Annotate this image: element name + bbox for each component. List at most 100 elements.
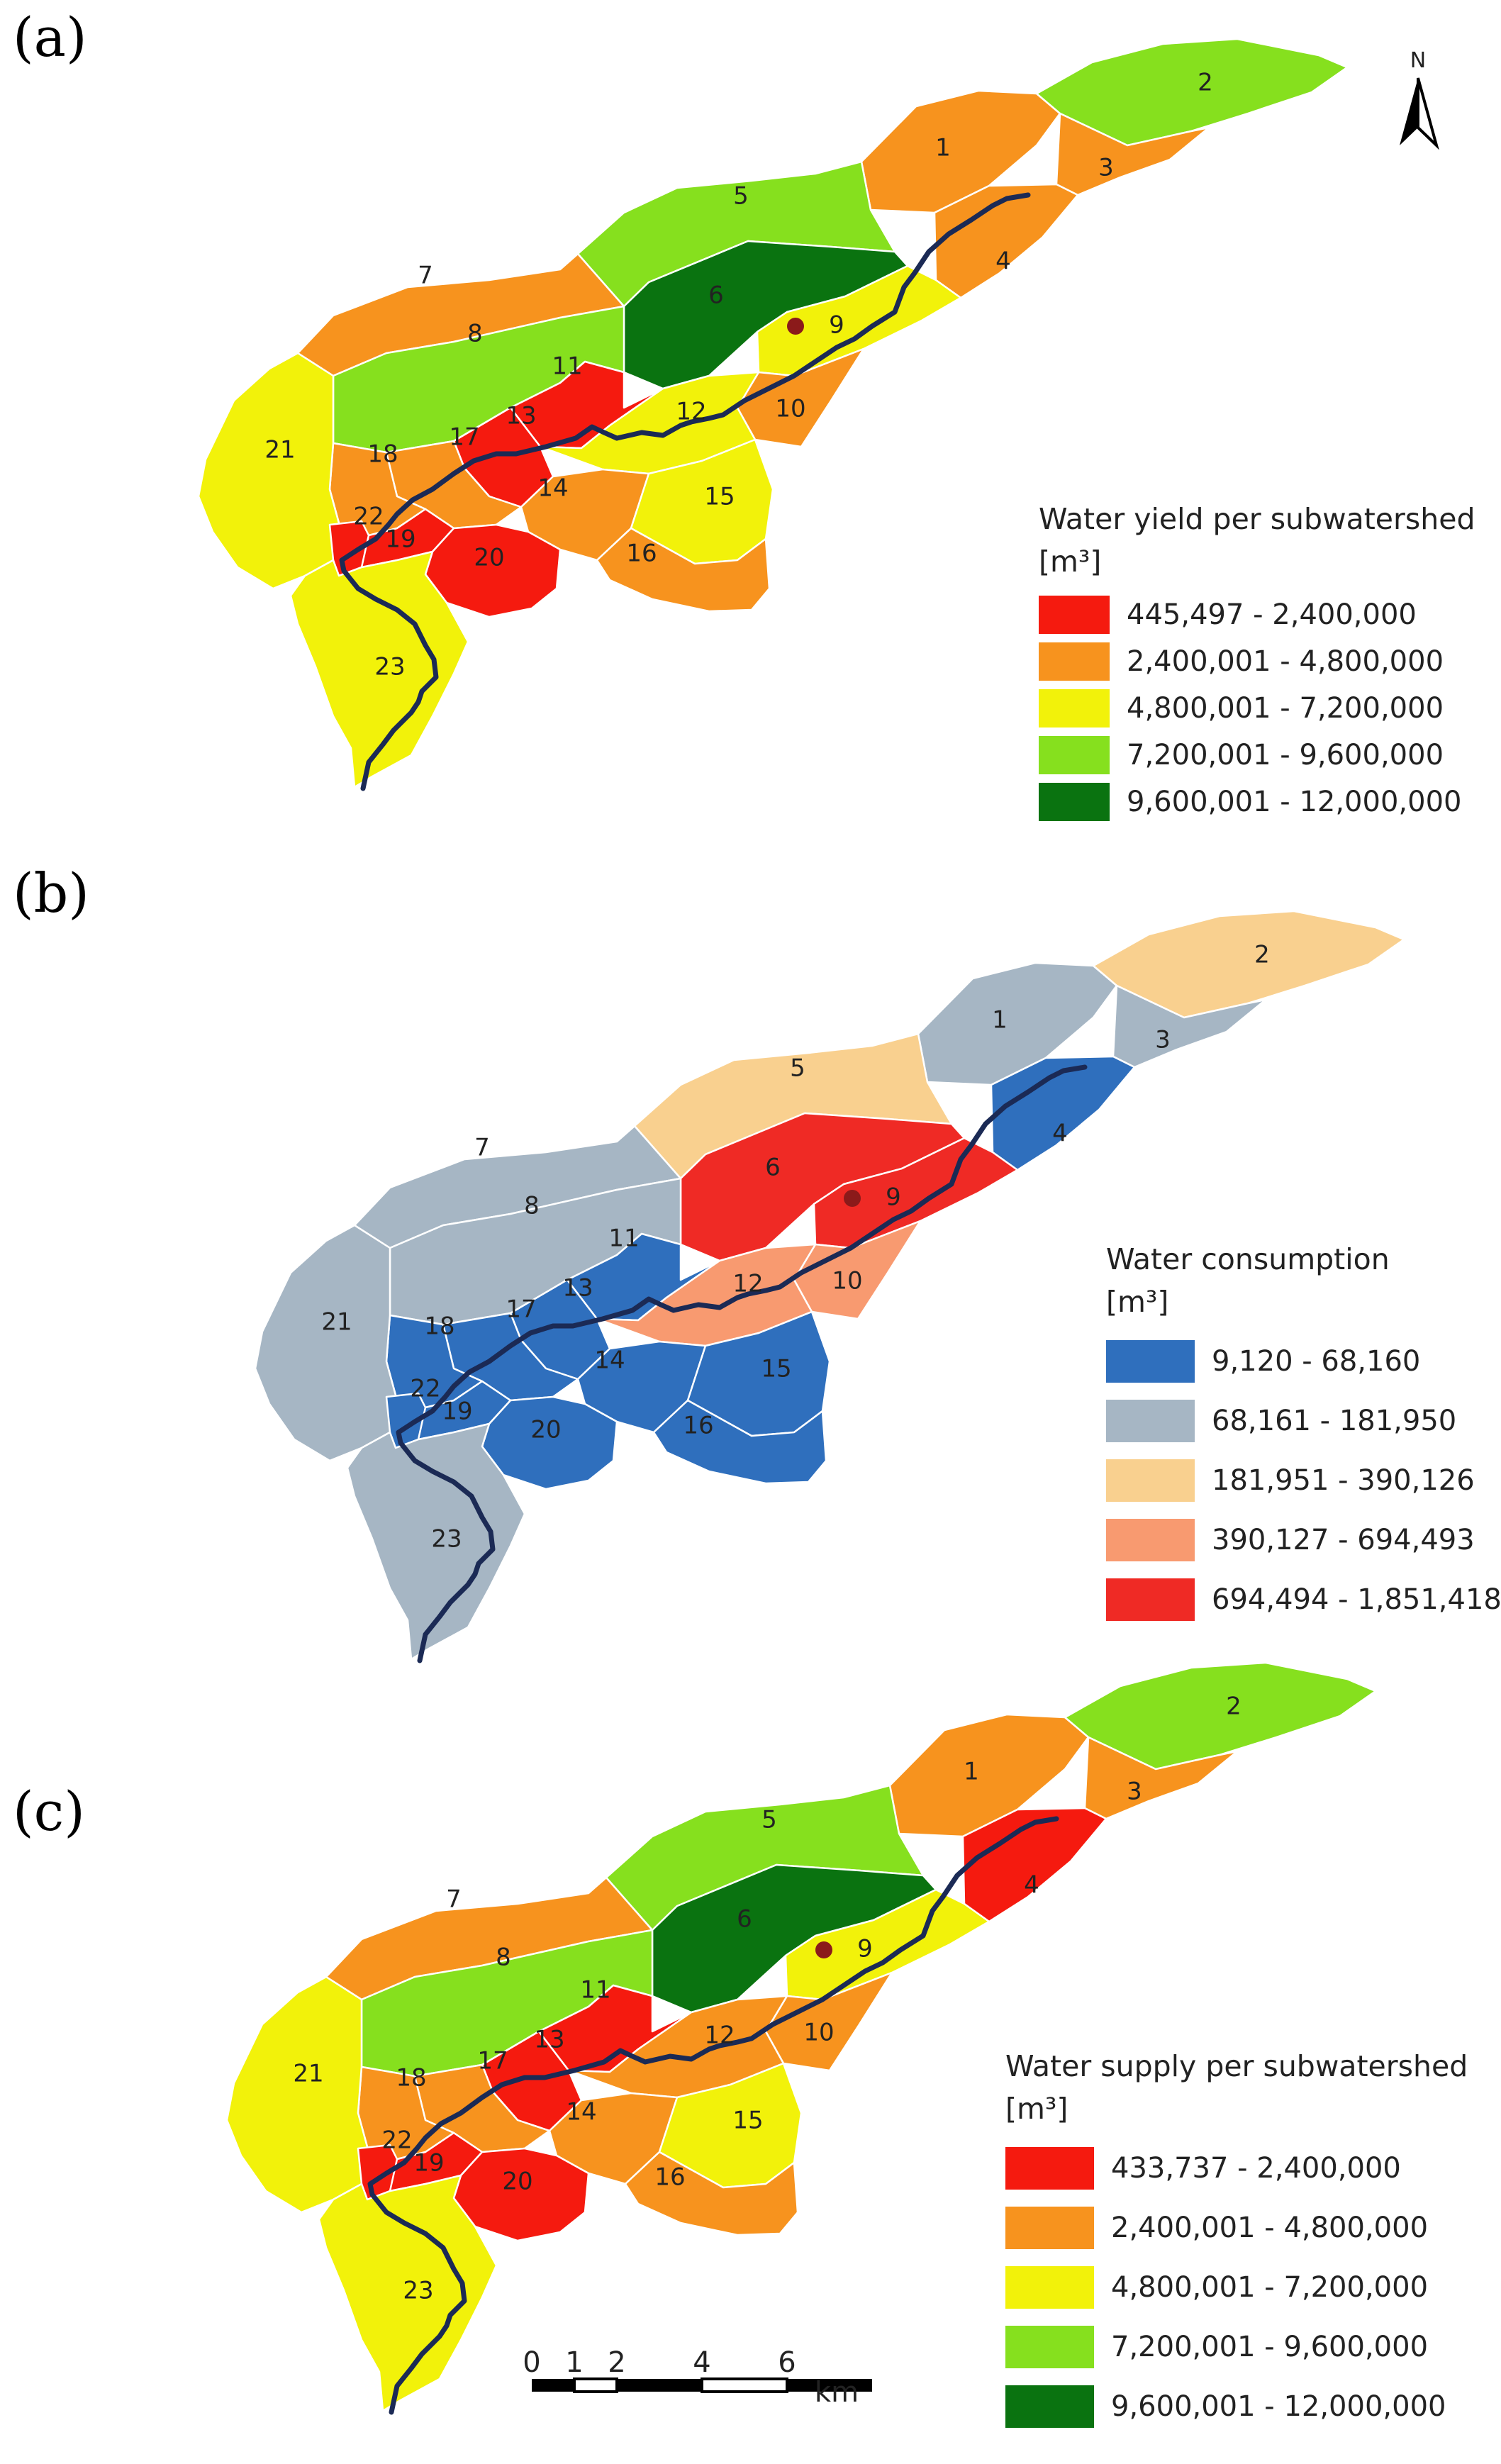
legend-range: 2,400,001 - 4,800,000 (1127, 645, 1444, 678)
legend-item: 9,600,001 - 12,000,000 (1039, 779, 1475, 825)
scale-tick-0: 0 (523, 2346, 540, 2379)
subwatershed-label-13: 13 (506, 402, 536, 430)
subwatershed-1 (888, 1713, 1090, 1838)
legend-swatch (1039, 783, 1110, 821)
subwatershed-label-16: 16 (683, 1412, 713, 1440)
subwatershed-label-16: 16 (626, 540, 657, 568)
scale-bar: 0 1 2 4 6 km (523, 2346, 872, 2409)
legend-item: 433,737 - 2,400,000 (1005, 2139, 1468, 2198)
legend-unit: [m³] (1005, 2092, 1068, 2126)
subwatershed-label-14: 14 (566, 2098, 596, 2126)
subwatershed-label-22: 22 (381, 2126, 412, 2155)
outlet-point-icon (787, 318, 804, 335)
legend-item: 7,200,001 - 9,600,000 (1039, 732, 1475, 779)
legend-swatch (1005, 2147, 1094, 2190)
legend-swatch (1106, 1519, 1195, 1561)
scale-bar-seg-5 (787, 2379, 872, 2392)
legend-swatch (1039, 689, 1110, 728)
subwatershed-label-3: 3 (1155, 1026, 1171, 1054)
legend-range: 9,120 - 68,160 (1212, 1345, 1421, 1378)
subwatershed-label-1: 1 (964, 1758, 979, 1786)
legend-unit: [m³] (1106, 1285, 1169, 1319)
legend-item: 9,600,001 - 12,000,000 (1005, 2377, 1468, 2436)
scale-bar-seg-2 (573, 2377, 618, 2393)
legend-swatch (1005, 2385, 1094, 2428)
legend-swatch (1106, 1459, 1195, 1502)
subwatershed-label-9: 9 (829, 311, 844, 340)
legend-a: Water yield per subwatershed [m³] 445,49… (1039, 502, 1475, 825)
subwatershed-label-4: 4 (995, 247, 1011, 276)
subwatershed-23 (346, 1422, 526, 1661)
legend-item: 445,497 - 2,400,000 (1039, 591, 1475, 638)
subwatershed-16 (596, 527, 771, 613)
legend-item: 694,494 - 1,851,418 (1106, 1570, 1501, 1629)
subwatershed-label-18: 18 (396, 2064, 426, 2092)
subwatershed-label-20: 20 (502, 2168, 532, 2196)
subwatershed-label-2: 2 (1198, 69, 1213, 97)
scale-bar-seg-3 (617, 2379, 702, 2392)
legend-swatch (1106, 1400, 1195, 1442)
legend-range: 7,200,001 - 9,600,000 (1111, 2331, 1429, 2363)
subwatershed-label-8: 8 (524, 1192, 540, 1220)
subwatershed-label-6: 6 (737, 1905, 752, 1934)
subwatershed-label-23: 23 (403, 2277, 433, 2305)
subwatershed-label-8: 8 (467, 320, 483, 348)
subwatershed-1 (860, 89, 1061, 214)
subwatershed-16 (652, 1399, 827, 1485)
subwatershed-label-2: 2 (1254, 941, 1270, 969)
legend-range: 694,494 - 1,851,418 (1212, 1583, 1501, 1616)
north-arrow-left-half (1400, 78, 1418, 145)
subwatershed-label-5: 5 (761, 1806, 777, 1834)
legend-title: Water consumption (1106, 1242, 1390, 1276)
subwatershed-label-14: 14 (594, 1347, 625, 1375)
subwatershed-label-12: 12 (732, 1270, 763, 1298)
legend-swatch (1039, 596, 1110, 634)
legend-title: Water yield per subwatershed (1039, 502, 1475, 536)
subwatershed-label-23: 23 (431, 1525, 462, 1554)
subwatershed-21 (197, 352, 342, 590)
subwatershed-label-4: 4 (1052, 1120, 1068, 1148)
subwatershed-label-7: 7 (474, 1134, 490, 1162)
legend-range: 4,800,001 - 7,200,000 (1127, 692, 1444, 725)
subwatershed-21 (254, 1224, 398, 1462)
scale-bar-seg-1 (532, 2379, 574, 2392)
river-line (367, 1816, 1059, 2415)
outlet-point-icon (815, 1941, 832, 1958)
subwatershed-label-5: 5 (790, 1054, 805, 1083)
subwatershed-label-13: 13 (562, 1274, 593, 1303)
subwatershed-label-21: 21 (293, 2060, 323, 2088)
subwatershed-23 (318, 2174, 498, 2412)
legend-item: 4,800,001 - 7,200,000 (1039, 685, 1475, 732)
subwatershed-label-5: 5 (733, 182, 749, 211)
subwatershed-label-15: 15 (761, 1355, 791, 1383)
subwatershed-label-11: 11 (580, 1976, 610, 2005)
subwatershed-16 (624, 2151, 799, 2236)
subwatershed-label-3: 3 (1127, 1778, 1142, 1806)
subwatershed-label-12: 12 (704, 2022, 735, 2050)
subwatershed-label-23: 23 (374, 653, 405, 681)
subwatershed-label-18: 18 (367, 440, 398, 469)
outlet-point-icon (844, 1190, 861, 1207)
legend-range: 68,161 - 181,950 (1212, 1405, 1457, 1437)
subwatershed-21 (225, 1975, 370, 2214)
north-arrow-right-half (1417, 77, 1439, 150)
subwatershed-label-8: 8 (496, 1944, 511, 1972)
legend-title: Water supply per subwatershed (1005, 2049, 1468, 2083)
legend-item: 390,127 - 694,493 (1106, 1510, 1501, 1570)
legend-item: 4,800,001 - 7,200,000 (1005, 2258, 1468, 2317)
subwatershed-label-20: 20 (474, 544, 504, 572)
legend-b: Water consumption [m³] 9,120 - 68,160 68… (1106, 1242, 1501, 1629)
legend-range: 181,951 - 390,126 (1212, 1464, 1475, 1497)
legend-range: 390,127 - 694,493 (1212, 1524, 1475, 1556)
scale-tick-6: 6 (778, 2346, 796, 2379)
subwatershed-label-9: 9 (886, 1183, 901, 1212)
subwatershed-label-6: 6 (708, 281, 724, 310)
scale-tick-4: 4 (693, 2346, 710, 2379)
subwatershed-label-6: 6 (765, 1154, 781, 1182)
subwatershed-23 (289, 550, 469, 788)
subwatershed-label-21: 21 (321, 1308, 352, 1337)
legend-range: 7,200,001 - 9,600,000 (1127, 739, 1444, 771)
subwatershed-label-22: 22 (410, 1375, 440, 1403)
